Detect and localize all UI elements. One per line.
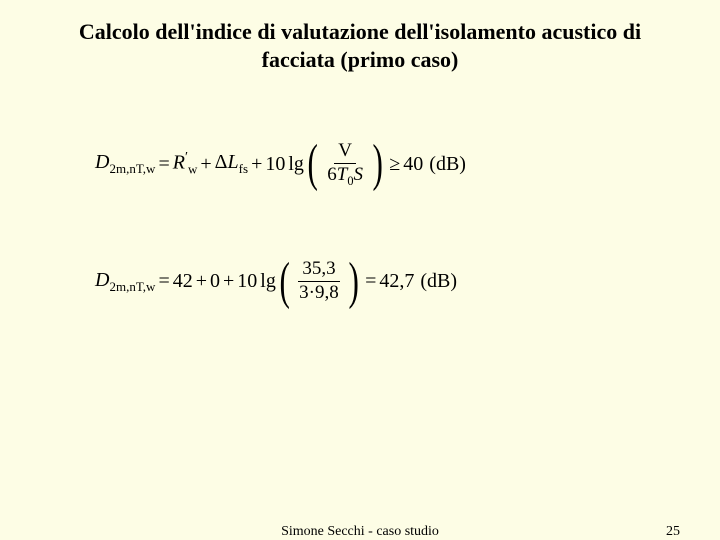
num-v2: 0 [210,270,220,293]
num-10: 10 [237,270,257,293]
num-lparen: ( [279,261,289,303]
num-lhs: D2m,nT,w [95,269,155,295]
num-lg: lg [260,270,276,293]
title-line1: Calcolo dell'indice di valutazione dell'… [79,19,641,44]
sym-plus2: + [251,153,262,176]
sym-eq: = [158,153,169,176]
sym-Rw: R′w [173,150,198,178]
num-den-a: 3 [299,282,309,303]
num-v1: 42 [173,270,193,293]
num-result: 42,7 [379,270,414,293]
sym-fraction: V 6T0S [323,140,367,188]
slide-title: Calcolo dell'indice di valutazione dell'… [30,18,690,73]
sym-lg: lg [288,153,304,176]
num-eq: = [158,270,169,293]
sym-rparen: ) [372,143,382,185]
equation-symbolic: D2m,nT,w = R′w + ΔLfs + 10 lg ( V 6T0S )… [95,140,660,188]
sym-threshold: 40 [403,153,423,176]
sym-delta: Δ [215,151,228,173]
sym-plus1: + [200,153,211,176]
num-fraction: 35,3 3·9,8 [295,258,343,305]
num-eq2: = [365,270,376,293]
sym-lparen: ( [307,143,317,185]
sym-deltaL: ΔLfs [215,151,248,177]
sym-R: R [173,152,185,174]
num-D: D [95,269,109,291]
sym-den-T: T [337,164,348,185]
footer-page-number: 25 [666,524,680,540]
sym-den: 6T0S [323,164,367,189]
num-num: 35,3 [298,258,339,282]
footer-author: Simone Secchi - caso studio [0,524,720,540]
num-den: 3·9,8 [295,282,343,305]
sym-unit: (dB) [429,153,466,176]
sym-geq: ≥ [389,153,400,176]
sym-den-S: S [353,164,363,185]
equation-numeric: D2m,nT,w = 42 + 0 + 10 lg ( 35,3 3·9,8 )… [95,258,660,305]
sym-den-6: 6 [327,164,337,185]
sym-R-sub: w [188,162,197,177]
title-line2: facciata (primo caso) [262,47,459,72]
sym-D-sub: 2m,nT,w [109,161,155,176]
sym-fraction-group: ( V 6T0S ) [304,140,386,188]
num-D-sub: 2m,nT,w [109,279,155,294]
sym-10: 10 [265,153,285,176]
num-den-b: 9,8 [315,282,339,303]
sym-num: V [334,140,356,164]
sym-L-sub: fs [239,161,248,176]
num-fraction-group: ( 35,3 3·9,8 ) [276,258,362,305]
sym-lhs: D2m,nT,w [95,151,155,177]
sym-L: L [228,151,239,173]
sym-D: D [95,151,109,173]
equations-area: D2m,nT,w = R′w + ΔLfs + 10 lg ( V 6T0S )… [95,140,660,375]
num-plus1: + [196,270,207,293]
num-plus2: + [223,270,234,293]
num-unit: (dB) [420,270,457,293]
num-rparen: ) [348,261,358,303]
